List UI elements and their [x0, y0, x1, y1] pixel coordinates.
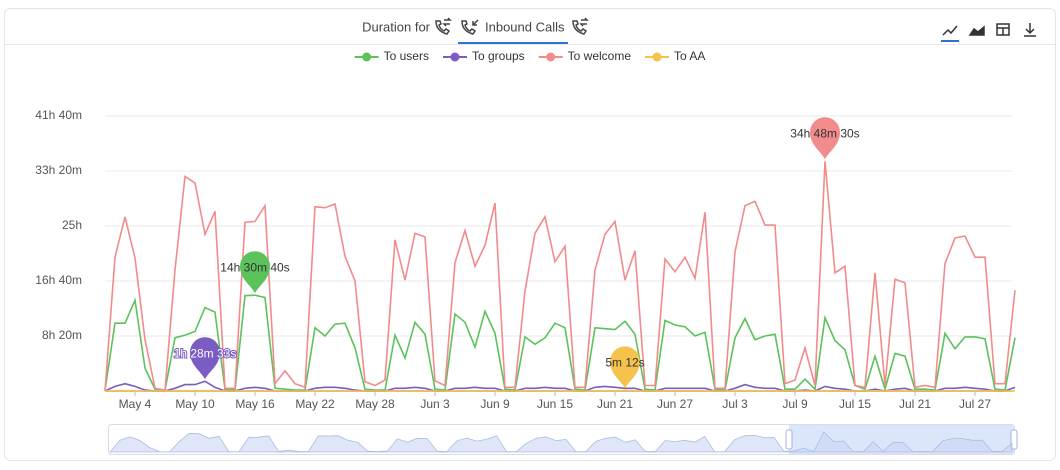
series-line — [104, 389, 1016, 392]
zoom-handle[interactable] — [1010, 429, 1018, 450]
tab-underline — [458, 42, 568, 44]
toolbar[interactable] — [942, 23, 1036, 37]
header-icons — [435, 17, 589, 35]
header-label: Duration for — [362, 19, 431, 34]
max-label: 1h 28m 33s — [174, 346, 237, 360]
y-tick-label: 41h 40m — [35, 108, 82, 122]
max-label: 5m 12s — [605, 356, 644, 370]
max-pin — [810, 117, 840, 160]
x-tick-label: Jun 27 — [657, 397, 693, 411]
max-pin — [190, 337, 220, 380]
x-tick-label: Jun 21 — [597, 397, 633, 411]
x-tick-label: Jul 3 — [722, 397, 748, 411]
max-label: 34h 48m 30s — [790, 126, 859, 140]
max-pin — [240, 251, 270, 294]
legend-label: To AA — [674, 49, 705, 63]
x-tick-label: May 4 — [119, 397, 152, 411]
legend-swatch-dot — [362, 52, 372, 62]
max-pin — [610, 346, 640, 389]
y-tick-label: 16h 40m — [35, 273, 82, 287]
zoom-preview — [109, 431, 1013, 453]
series-line — [104, 294, 1016, 393]
x-tick-label: Jun 9 — [480, 397, 510, 411]
legend-label: To welcome — [568, 49, 632, 63]
x-tick-label: Jul 27 — [959, 397, 991, 411]
series-line — [104, 161, 1016, 392]
max-label: 14h 30m 40s — [220, 260, 289, 274]
legend-swatch-dot — [652, 52, 662, 62]
x-tick-label: May 28 — [355, 397, 395, 411]
x-tick-label: Jun 3 — [420, 397, 450, 411]
legend-label: To groups — [472, 49, 525, 63]
header-tab[interactable]: Inbound Calls — [485, 19, 565, 34]
toolbar-active — [941, 40, 959, 42]
y-tick-label: 25h — [62, 218, 82, 232]
legend-swatch-dot — [450, 52, 460, 62]
x-tick-label: May 16 — [235, 397, 275, 411]
x-tick-label: May 10 — [175, 397, 215, 411]
y-tick-label: 33h 20m — [35, 163, 82, 177]
x-tick-label: May 22 — [295, 397, 335, 411]
zoom-handle[interactable] — [785, 429, 793, 450]
x-tick-label: Jul 9 — [782, 397, 808, 411]
y-tick-label: 8h 20m — [42, 328, 82, 342]
legend-label: To users — [384, 49, 429, 63]
x-tick-label: Jul 21 — [899, 397, 931, 411]
x-tick-label: Jun 15 — [537, 397, 573, 411]
legend: To users To groups To welcome To AA — [354, 49, 705, 63]
x-tick-label: Jul 15 — [839, 397, 871, 411]
panel — [4, 8, 1056, 461]
legend-swatch-dot — [546, 52, 556, 62]
